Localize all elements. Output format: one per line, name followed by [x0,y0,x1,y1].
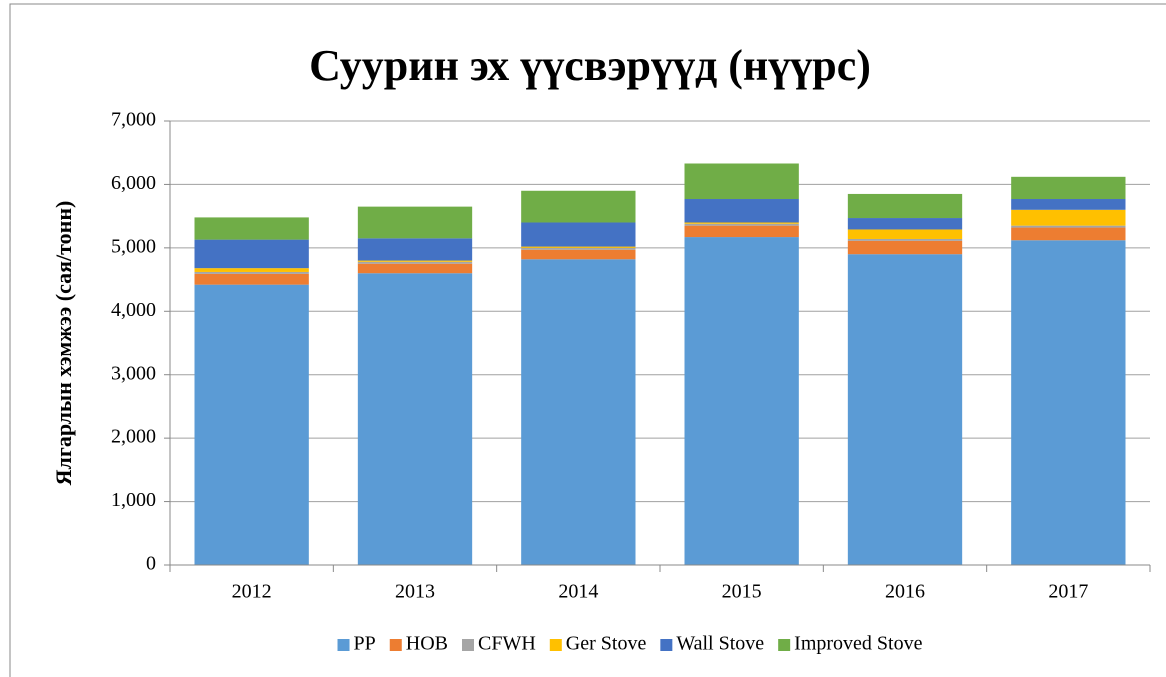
bar-segment [847,229,963,239]
bar-segment [684,225,799,238]
legend-label: Improved Stove [794,633,922,655]
bar-segment [1011,225,1126,228]
legend-swatch [462,639,474,651]
bar-segment [521,247,636,250]
bar-segment [194,239,309,269]
legend-swatch [549,639,562,651]
x-tick-label: 2017 [1048,581,1088,603]
legend-label: HOB [406,633,448,655]
legend-label: Wall Stove [676,633,764,655]
legend-swatch [778,639,791,651]
bar-segment [684,163,799,200]
bar-segment [1011,176,1126,200]
bar-segment [847,238,963,241]
bar-segment [357,261,473,264]
bar-segment [194,217,309,240]
legend-swatch [389,639,402,651]
x-tick-label: 2013 [395,581,435,603]
y-tick-label: 6,000 [111,172,156,194]
y-tick-label: 2,000 [111,426,156,448]
y-tick-label: 5,000 [111,235,156,257]
bar-segment [847,218,963,230]
y-tick-label: 0 [146,553,156,575]
legend-label: CFWH [478,633,536,655]
x-tick-label: 2012 [232,581,272,603]
bar-segment [357,263,473,274]
bar-segment [1011,199,1126,210]
bar-segment [1011,209,1126,226]
bar-segment [684,222,799,224]
legend-label: PP [354,633,376,655]
x-tick-label: 2015 [722,581,762,603]
bar-segment [357,260,473,262]
bar-segment [194,271,309,274]
bar-segment [194,273,309,285]
bar-segment [847,193,963,219]
bar-segment [684,223,799,226]
bar-segment [521,249,636,260]
x-tick-label: 2016 [885,581,925,603]
bar-segment [194,284,309,565]
bar-segment [357,273,473,565]
chart-title: Суурин эх үүсвэрүүд (нүүрс) [309,41,871,90]
bar-segment [847,240,963,255]
legend-label: Ger Stove [566,633,647,655]
y-tick-label: 3,000 [111,362,156,384]
bar-segment [684,199,799,223]
bar-segment [1011,240,1126,565]
y-axis-label: Ялгарлын хэмжээ (сая/тонн) [51,201,76,486]
y-tick-label: 7,000 [111,109,156,131]
bar-segment [357,238,473,261]
bar-segment [521,222,636,247]
legend-swatch [337,639,350,651]
legend-swatch [660,639,673,651]
bar-segment [1011,227,1126,241]
bar-segment [521,246,636,248]
bar-segment [521,259,636,565]
y-tick-label: 4,000 [111,299,156,321]
bar-segment [357,206,473,239]
bar-segment [521,190,636,223]
bar-segment [847,254,963,565]
chart-frame [9,3,1166,677]
bar-segment [194,268,309,272]
bar-segment [684,237,799,565]
y-tick-label: 1,000 [111,489,156,511]
x-tick-label: 2014 [558,581,598,603]
